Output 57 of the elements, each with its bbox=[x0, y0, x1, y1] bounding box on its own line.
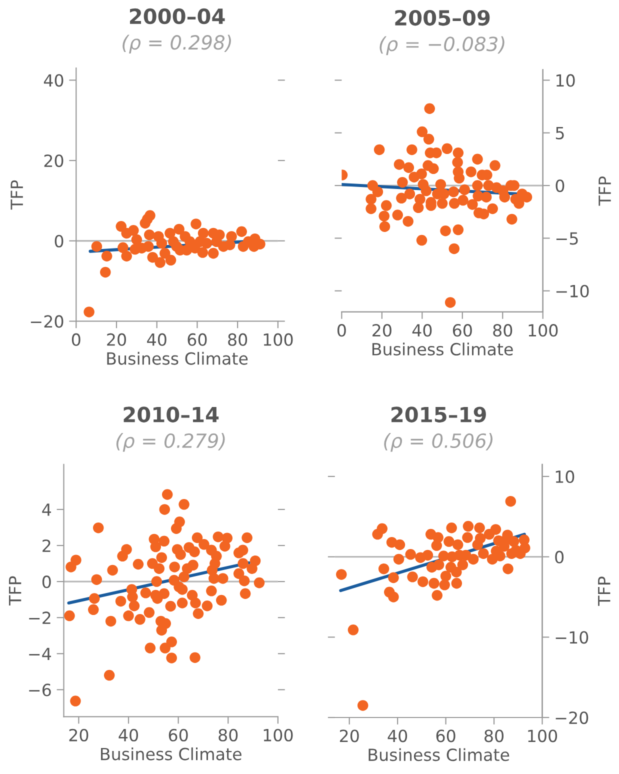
x-tick-label: 40 bbox=[388, 730, 408, 742]
y-tick-label: 40 bbox=[44, 74, 64, 87]
y-tick-label: 0 bbox=[54, 234, 64, 248]
x-tick-label: 60 bbox=[436, 730, 456, 742]
chart-title: 2005–09 bbox=[395, 10, 490, 26]
x-tick-label: 100 bbox=[264, 333, 293, 346]
chart-subtitle: (ρ = 0.279) bbox=[116, 433, 225, 452]
x-tick-label: 80 bbox=[493, 324, 512, 337]
y-tick-label: −2 bbox=[29, 612, 50, 624]
y-tick-label: −20 bbox=[30, 315, 64, 328]
y2-axis-title: TFP bbox=[598, 576, 610, 606]
x-tick-label: 60 bbox=[188, 333, 207, 346]
y-tick-label: 2 bbox=[42, 539, 50, 552]
y-tick-label: −6 bbox=[29, 684, 51, 696]
y2-tick-label: 10 bbox=[556, 74, 575, 87]
chart-title: 2000–04 bbox=[130, 8, 225, 24]
chart-subtitle: (ρ = −0.083) bbox=[380, 36, 504, 56]
x-tick-label: 40 bbox=[147, 333, 166, 346]
x-tick-label: 100 bbox=[528, 730, 558, 742]
x-tick-label: 20 bbox=[340, 730, 359, 742]
chart-subtitle: (ρ = 0.298) bbox=[122, 34, 231, 54]
x-tick-label: 20 bbox=[69, 728, 88, 742]
y2-tick-label: −10 bbox=[556, 631, 588, 644]
y-tick-label: 20 bbox=[44, 154, 64, 168]
y2-tick-label: −10 bbox=[556, 284, 589, 298]
y-tick-label: 0 bbox=[42, 576, 51, 588]
y-axis-title: TFP bbox=[8, 576, 22, 606]
x-tick-label: 80 bbox=[218, 728, 238, 742]
x-axis-title: Business Climate bbox=[372, 342, 513, 356]
y2-tick-label: 5 bbox=[556, 127, 564, 140]
x-tick-label: 40 bbox=[412, 324, 432, 337]
x-axis-title: Business Climate bbox=[101, 747, 242, 760]
y2-tick-label: 10 bbox=[556, 470, 574, 484]
x-tick-label: 60 bbox=[168, 728, 188, 742]
x-tick-label: 80 bbox=[228, 333, 248, 346]
x-tick-label: 100 bbox=[264, 728, 293, 742]
chart-title: 2015–19 bbox=[392, 406, 486, 422]
x-axis-title: Business Climate bbox=[107, 352, 248, 365]
y2-tick-label: −5 bbox=[556, 232, 578, 245]
x-tick-label: 20 bbox=[107, 333, 126, 346]
y-tick-label: −4 bbox=[29, 648, 52, 660]
y2-axis-title: TFP bbox=[598, 176, 611, 206]
x-tick-label: 40 bbox=[118, 728, 138, 742]
x-tick-label: 0 bbox=[72, 333, 80, 346]
y2-tick-label: 0 bbox=[556, 179, 564, 192]
x-tick-label: 0 bbox=[337, 324, 346, 337]
x-tick-label: 80 bbox=[484, 730, 504, 742]
y2-tick-label: −20 bbox=[556, 711, 588, 724]
y-axis-title: TFP bbox=[10, 180, 23, 210]
y-tick-label: 4 bbox=[42, 504, 52, 516]
x-tick-label: 20 bbox=[372, 324, 392, 337]
x-axis-title: Business Climate bbox=[368, 748, 510, 762]
chart-title: 2010–14 bbox=[124, 406, 219, 422]
x-tick-label: 60 bbox=[452, 324, 472, 337]
y2-tick-label: 0 bbox=[555, 550, 564, 564]
chart-subtitle: (ρ = 0.506) bbox=[384, 433, 492, 452]
x-tick-label: 100 bbox=[528, 324, 558, 337]
